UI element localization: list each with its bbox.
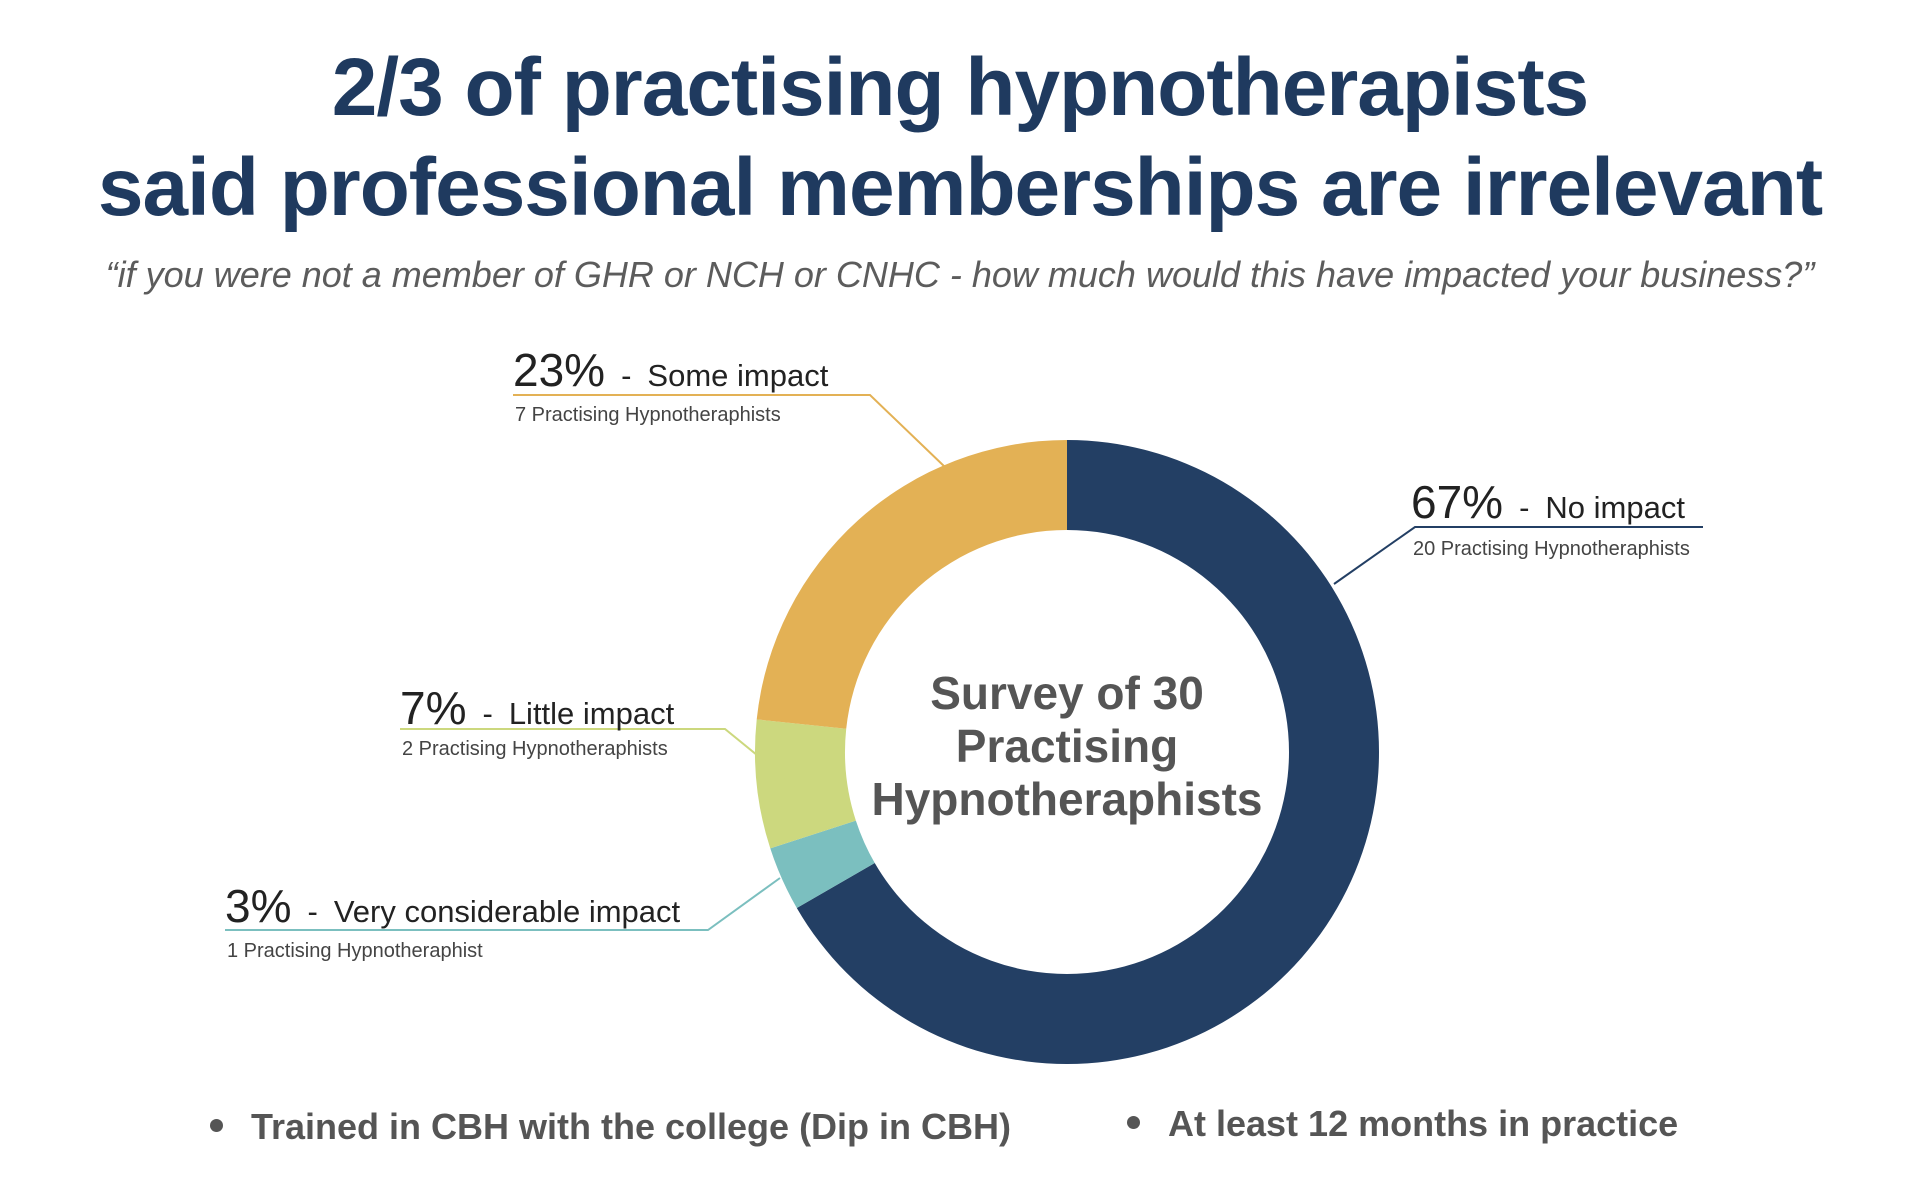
footer-bullet-practice: At least 12 months in practice — [1127, 1103, 1678, 1145]
subtitle: “if you were not a member of GHR or NCH … — [105, 254, 1815, 295]
name-no-impact: No impact — [1545, 490, 1685, 525]
count-no-impact: 20 Practising Hypnotheraphists — [1413, 538, 1690, 560]
label-very-impact: 3% - Very considerable impact — [225, 880, 681, 932]
leader-line-no-impact — [1333, 526, 1703, 585]
name-some-impact: Some impact — [647, 358, 828, 393]
center-text-line-2: Practising — [956, 720, 1178, 772]
label-little-impact: 7% - Little impact — [400, 682, 675, 734]
leader-line-some-impact — [513, 394, 947, 469]
dash-little-impact: - — [482, 696, 492, 731]
donut-slices — [755, 440, 1379, 1064]
count-very-impact: 1 Practising Hypnotheraphist — [227, 940, 483, 962]
center-text-line-1: Survey of 30 — [930, 667, 1204, 719]
dash-no-impact: - — [1519, 490, 1529, 525]
label-some-impact: 23% - Some impact — [513, 344, 829, 396]
leader-line-little-impact — [400, 728, 796, 787]
bullet-dot — [210, 1118, 223, 1132]
name-very-impact: Very considerable impact — [334, 894, 681, 929]
footer-bullet-trained-text: Trained in CBH with the college (Dip in … — [251, 1106, 1012, 1147]
footer-bullet-trained: Trained in CBH with the college (Dip in … — [210, 1106, 1011, 1148]
center-text-line-3: Hypnotheraphists — [871, 773, 1262, 825]
footer-bullet-practice-text: At least 12 months in practice — [1168, 1103, 1679, 1144]
count-little-impact: 2 Practising Hypnotheraphists — [402, 738, 668, 760]
label-no-impact: 67% - No impact — [1411, 476, 1685, 528]
slice-little-impact — [755, 719, 856, 849]
title-line-2: said professional memberships are irrele… — [97, 142, 1823, 233]
count-some-impact: 7 Practising Hypnotheraphists — [515, 404, 781, 426]
dash-some-impact: - — [621, 358, 631, 393]
name-little-impact: Little impact — [509, 696, 675, 731]
percent-little-impact: 7% — [400, 682, 466, 734]
percent-some-impact: 23% — [513, 344, 605, 396]
title-line-1: 2/3 of practising hypnotherapists — [331, 42, 1589, 133]
percent-no-impact: 67% — [1411, 476, 1503, 528]
slice-very-considerable-impact — [770, 820, 875, 908]
slice-some-impact — [756, 440, 1067, 729]
bullet-dot — [1127, 1115, 1140, 1129]
leader-line-very-impact — [225, 877, 781, 931]
dash-very-impact: - — [307, 894, 317, 929]
percent-very-impact: 3% — [225, 880, 291, 932]
slice-no-impact — [796, 440, 1379, 1064]
